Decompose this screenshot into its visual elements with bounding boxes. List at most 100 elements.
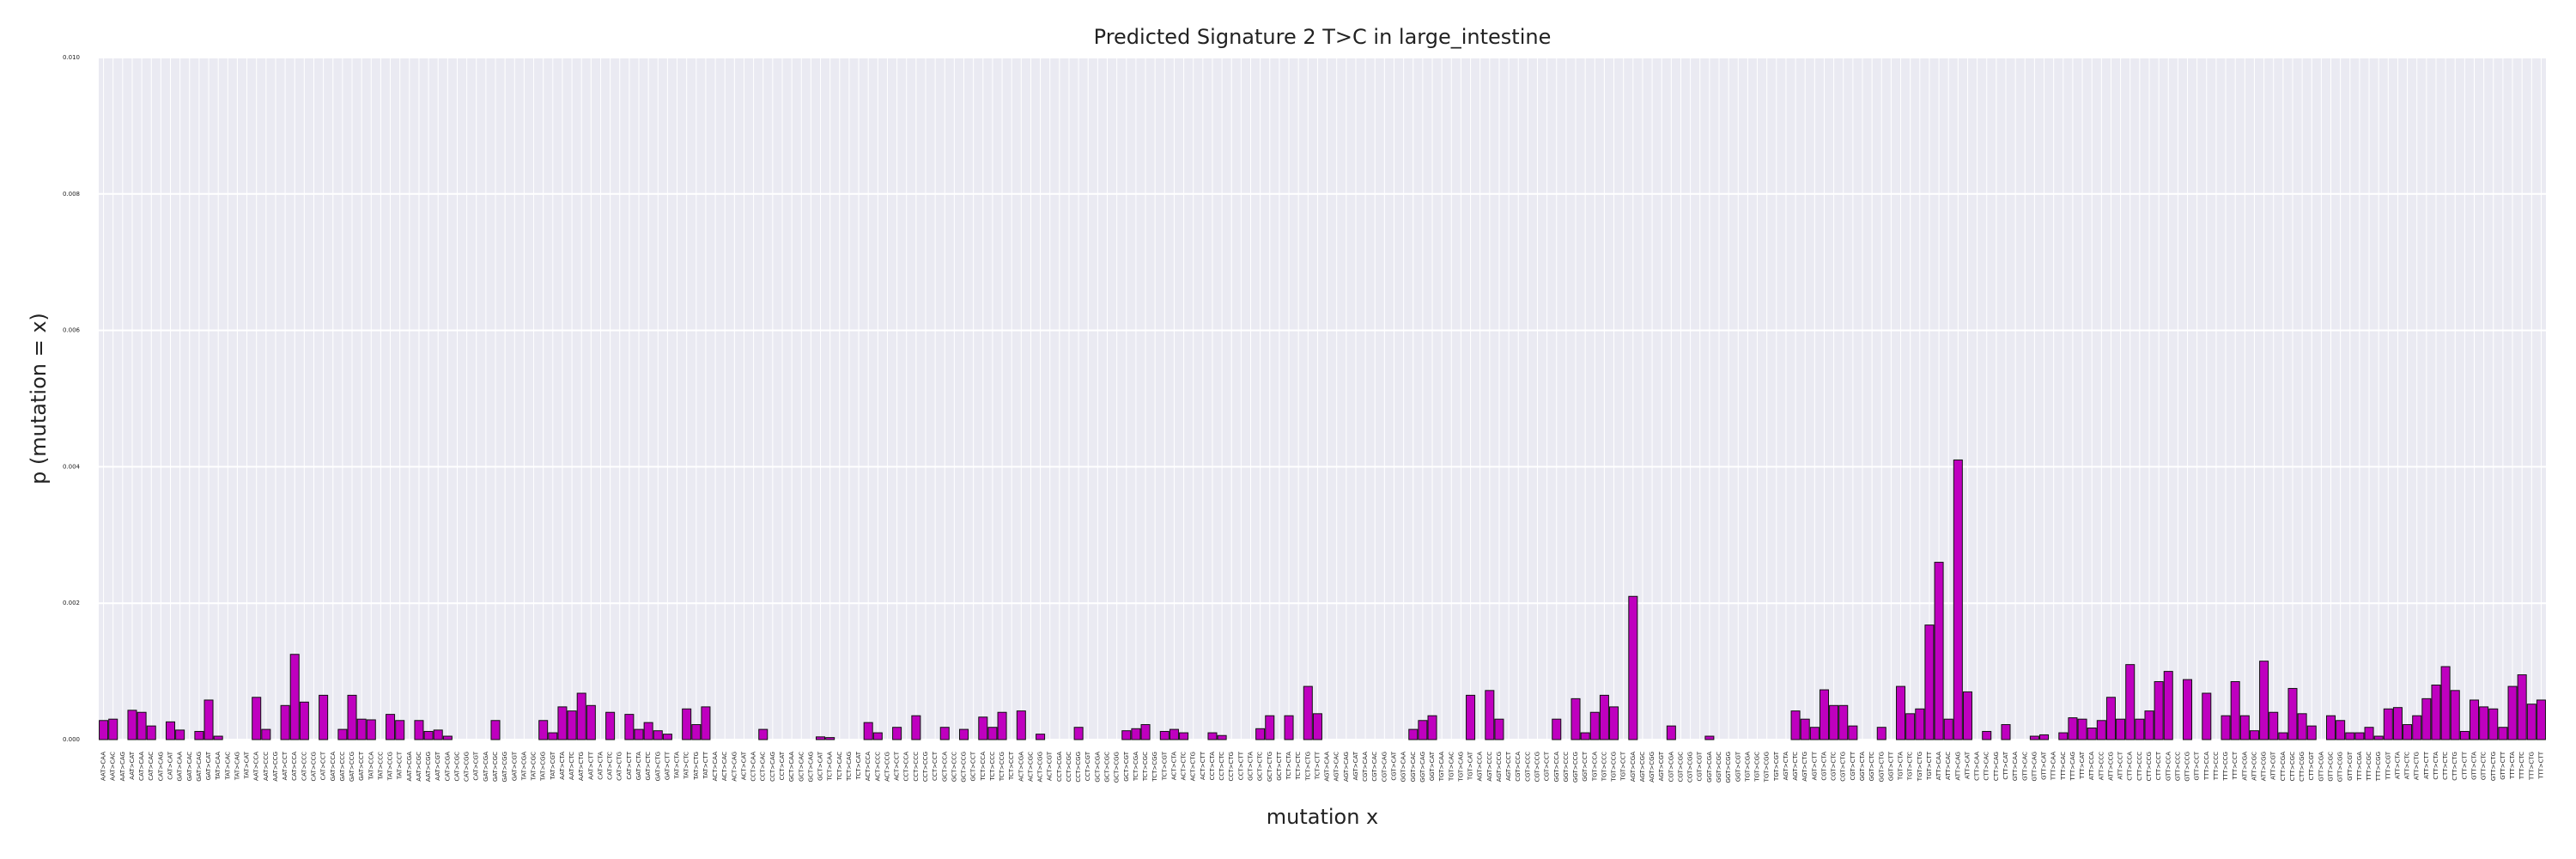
x-tick-label: CAT>CGC <box>453 752 460 782</box>
x-tick-label: TGT>CCA <box>1591 752 1598 782</box>
x-tick-label: TAT>CCC <box>377 752 384 781</box>
bar <box>289 654 300 740</box>
x-tick-label: GCT>CCA <box>941 752 948 782</box>
x-tick-label: GGT>CCC <box>1563 752 1570 783</box>
bar <box>2526 704 2537 740</box>
bar <box>1819 689 1829 740</box>
x-tick-label: CTT>CTT <box>2461 751 2468 779</box>
bar <box>1848 725 1858 740</box>
x-tick-label: GGT>CTT <box>1887 751 1894 781</box>
x-tick-label: GTT>CCA <box>2165 752 2172 781</box>
x-tick-label: TGT>CTC <box>1907 752 1914 781</box>
x-tick-label: TCT>CCA <box>980 752 987 782</box>
x-tick-label: GTT>CTG <box>2490 752 2497 781</box>
x-tick-label: GTT>CTT <box>2500 751 2506 780</box>
bar <box>1552 718 1562 740</box>
x-tick-label: CTT>CTG <box>2451 752 2458 781</box>
x-tick-label: GGT>CGC <box>1716 752 1722 783</box>
bar <box>959 728 969 740</box>
bar <box>1265 715 1275 740</box>
bar <box>2202 692 2212 740</box>
bar <box>605 711 616 740</box>
x-tick-label: GGT>CGG <box>1725 752 1732 783</box>
bar <box>1255 728 1266 740</box>
bar <box>1962 691 1972 740</box>
bar <box>682 708 692 740</box>
x-tick-label: CCT>CTC <box>1218 752 1225 781</box>
x-tick-label: CAT>CAG <box>157 752 164 781</box>
bar <box>2488 708 2499 740</box>
x-tick-label: AGT>CAT <box>1352 751 1359 780</box>
bar <box>2105 697 2116 740</box>
x-tick-label: GGT>CAA <box>1400 752 1407 783</box>
x-tick-label: CCT>CAA <box>750 752 757 782</box>
x-tick-label: GCT>CAT <box>817 751 824 781</box>
x-tick-label: GTT>CGC <box>2328 752 2335 782</box>
x-tick-label: AGT>CAA <box>1324 752 1331 782</box>
bar <box>1876 727 1886 740</box>
bar <box>2221 715 2231 740</box>
x-tick-label: TGT>CGA <box>1744 752 1751 783</box>
x-tick-label: CGT>CGG <box>1687 752 1694 783</box>
x-tick-label: TAT>CAC <box>224 752 231 781</box>
bar <box>939 727 950 740</box>
x-tick-label: TCT>CCC <box>989 752 996 782</box>
bar <box>1896 685 1906 740</box>
x-tick-label: GAT>CCT <box>358 751 365 781</box>
x-tick-label: ACT>CAG <box>731 752 738 782</box>
x-tick-label: ATT>CCT <box>2117 751 2124 779</box>
x-tick-label: CCT>CAC <box>760 752 767 781</box>
x-tick-label: AGT>CCC <box>1486 752 1493 782</box>
x-tick-label: AGT>CGT <box>1658 751 1665 781</box>
bar <box>2373 735 2384 740</box>
bar <box>1418 720 1428 740</box>
x-tick-label: CAT>CGG <box>464 752 471 782</box>
plot-background <box>99 58 2546 740</box>
x-tick-label: GAT>CTG <box>654 752 661 781</box>
x-tick-label: CAT>CCA <box>291 752 298 781</box>
bar <box>1943 718 1953 740</box>
x-tick-label: TTT>CTC <box>2518 752 2525 780</box>
bar <box>1427 715 1437 740</box>
x-tick-label: TCT>CCT <box>1008 751 1015 781</box>
x-tick-label: TGT>CCG <box>1611 752 1618 783</box>
x-tick-label: TGT>CGC <box>1754 752 1761 783</box>
bar <box>2326 715 2336 740</box>
x-tick-label: GTT>CAA <box>2012 752 2019 781</box>
x-tick-label: TTT>CCA <box>2203 752 2210 781</box>
x-tick-label: CCT>CAT <box>779 751 786 780</box>
bar <box>423 730 434 740</box>
x-tick-label: CAT>CAT <box>167 751 173 779</box>
bar <box>386 714 396 740</box>
x-tick-label: TCT>CTA <box>1285 752 1292 781</box>
bar <box>2297 713 2307 740</box>
x-axis-label: mutation x <box>1267 805 1379 829</box>
bar <box>490 720 501 740</box>
x-tick-label: GTT>CAC <box>2021 752 2028 781</box>
x-tick-label: CAT>CTC <box>607 752 614 780</box>
x-tick-label: GTT>CTA <box>2471 752 2478 780</box>
x-tick-label: TTT>CGA <box>2356 752 2363 782</box>
bar <box>2345 732 2355 740</box>
x-tick-label: GGT>CAG <box>1419 752 1426 783</box>
bar <box>653 730 663 740</box>
x-tick-label: TAT>CGT <box>550 751 556 780</box>
x-tick-label: CGT>CAC <box>1371 752 1378 782</box>
y-tick-label: 0.006 <box>63 327 81 334</box>
x-tick-label: TCT>CAC <box>836 752 843 781</box>
bar <box>1131 728 1141 740</box>
bar <box>1704 735 1715 740</box>
bar <box>2096 720 2106 740</box>
bar <box>1934 562 1944 740</box>
x-tick-label: AAT>CCT <box>282 751 289 780</box>
y-tick-label: 0.002 <box>63 600 80 606</box>
bar <box>1915 708 1925 740</box>
x-tick-label: AAT>CTC <box>568 752 575 780</box>
bar <box>2440 666 2451 740</box>
bar <box>997 711 1007 740</box>
bar <box>2183 679 2193 740</box>
bar <box>395 720 405 740</box>
x-tick-label: AAT>CAA <box>100 752 107 781</box>
bar <box>337 728 348 740</box>
x-tick-label: GCT>CTC <box>1257 752 1264 781</box>
